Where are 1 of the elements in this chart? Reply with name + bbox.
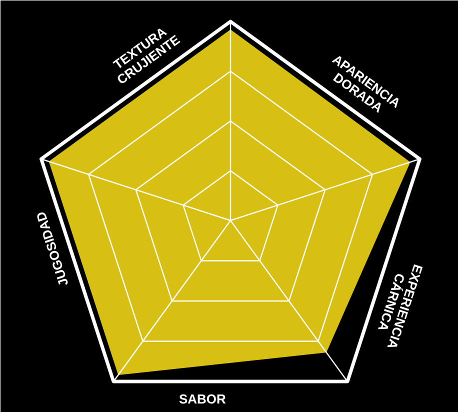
spoke-label: SABOR bbox=[178, 391, 227, 406]
